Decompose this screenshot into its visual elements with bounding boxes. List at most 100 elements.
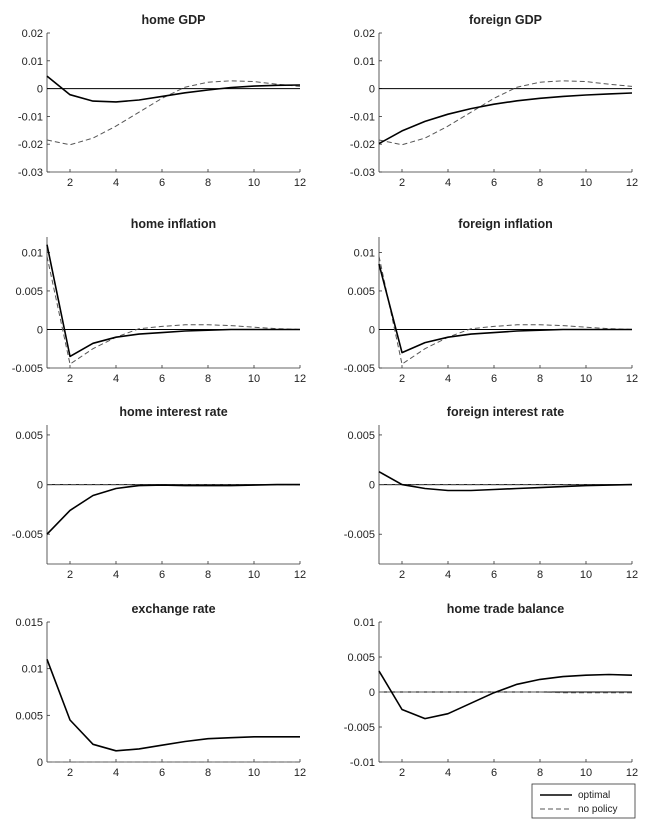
x-tick-label: 8	[205, 373, 211, 385]
y-tick-label: -0.005	[344, 529, 375, 541]
x-tick-label: 2	[67, 569, 73, 581]
subplot-home-interest-rate: home interest rate 2 4 6 8 10 12 -0.005 0 0.005	[12, 405, 306, 581]
x-tick-label: 12	[294, 569, 306, 581]
x-tick-label: 6	[491, 177, 497, 189]
subplot-grid: home GDP 2 4 6 8 10 12 -0.03 -0.02 -0.01 0 0.01 0.02…	[12, 13, 638, 779]
subplot-home-gdp: home GDP 2 4 6 8 10 12 -0.03 -0.02 -0.01 0 0.01 0.02	[18, 13, 306, 189]
y-tick-label: 0.005	[347, 652, 375, 664]
series-line-optimal	[46, 244, 300, 358]
series-line-optimal	[46, 659, 300, 752]
series-line-optimal	[46, 75, 301, 103]
x-tick-label: 6	[159, 569, 165, 581]
y-tick-label: -0.03	[18, 167, 43, 179]
x-tick-label: 6	[159, 177, 165, 189]
x-tick-label: 12	[626, 767, 638, 779]
series-line-no-policy	[378, 80, 633, 146]
y-tick-label: 0	[369, 324, 375, 336]
chart-title-exchange-rate: exchange rate	[131, 602, 215, 616]
y-tick-label: 0.005	[15, 286, 43, 298]
y-tick-label: -0.01	[350, 111, 375, 123]
x-tick-label: 12	[626, 569, 638, 581]
x-tick-label: 10	[580, 767, 592, 779]
y-tick-label: 0.01	[22, 247, 43, 259]
y-tick-label: -0.005	[344, 722, 375, 734]
x-tick-label: 8	[537, 569, 543, 581]
y-tick-label: -0.01	[350, 757, 375, 769]
x-tick-label: 12	[294, 767, 306, 779]
series-line-optimal	[46, 483, 300, 535]
y-tick-label: 0.02	[22, 28, 43, 40]
x-tick-label: 8	[537, 767, 543, 779]
y-tick-label: 0.01	[354, 617, 375, 629]
subplot-foreign-interest-rate: foreign interest rate 2 4 6 8 10 12 -0.005 0 0.00…	[344, 405, 638, 581]
y-tick-label: -0.005	[344, 363, 375, 375]
x-tick-label: 10	[248, 767, 260, 779]
y-tick-label: 0.015	[15, 617, 43, 629]
x-tick-label: 10	[248, 177, 260, 189]
y-tick-label: 0	[369, 84, 375, 96]
x-tick-label: 2	[399, 373, 405, 385]
y-tick-label: -0.01	[18, 111, 43, 123]
x-tick-label: 10	[580, 177, 592, 189]
x-tick-label: 4	[445, 177, 451, 189]
x-tick-label: 4	[113, 767, 119, 779]
series-line-optimal	[378, 471, 633, 492]
legend-label-no-policy: no policy	[578, 804, 617, 815]
x-tick-label: 6	[491, 569, 497, 581]
subplot-exchange-rate: exchange rate 2 4 6 8 10 12 0 0.005 0.01 0.015	[15, 602, 306, 779]
x-tick-label: 12	[626, 373, 638, 385]
x-tick-label: 2	[399, 569, 405, 581]
series-line-optimal	[378, 670, 633, 720]
x-tick-label: 10	[580, 569, 592, 581]
x-tick-label: 8	[205, 569, 211, 581]
y-tick-label: 0	[37, 84, 43, 96]
subplot-foreign-gdp: foreign GDP 2 4 6 8 10 12 -0.03 -0.02 -0.01 0 0.01 0…	[350, 13, 638, 189]
y-tick-label: -0.005	[12, 529, 43, 541]
subplot-foreign-inflation: foreign inflation 2 4 6 8 10 12 -0.005 0 0.005 0.0…	[344, 217, 638, 385]
x-tick-label: 4	[113, 569, 119, 581]
x-tick-label: 2	[67, 767, 73, 779]
y-tick-label: 0.01	[22, 664, 43, 676]
legend-box	[531, 783, 636, 819]
legend-label-optimal: optimal	[578, 790, 610, 801]
series-line-no-policy	[46, 80, 301, 146]
x-tick-label: 6	[491, 767, 497, 779]
x-tick-label: 4	[445, 373, 451, 385]
y-tick-label: 0	[369, 480, 375, 492]
x-tick-label: 6	[159, 767, 165, 779]
series-line-optimal	[378, 92, 633, 145]
y-tick-label: 0.005	[347, 286, 375, 298]
x-tick-label: 4	[445, 569, 451, 581]
x-tick-label: 4	[113, 177, 119, 189]
series-line-no-policy	[46, 256, 301, 365]
y-tick-label: 0	[37, 757, 43, 769]
y-tick-label: 0	[37, 324, 43, 336]
y-tick-label: 0	[37, 480, 43, 492]
y-tick-label: -0.02	[18, 139, 43, 151]
x-tick-label: 8	[537, 177, 543, 189]
chart-title-foreign-gdp: foreign GDP	[469, 13, 542, 27]
x-tick-label: 10	[580, 373, 592, 385]
chart-title-home-inflation: home inflation	[131, 217, 216, 231]
x-tick-label: 2	[399, 177, 405, 189]
y-tick-label: -0.03	[350, 167, 375, 179]
subplot-home-inflation: home inflation 2 4 6 8 10 12 -0.005 0 0.005 0.01	[12, 217, 306, 385]
x-tick-label: 4	[113, 373, 119, 385]
x-tick-label: 12	[626, 177, 638, 189]
x-tick-label: 2	[67, 373, 73, 385]
y-tick-label: 0.01	[354, 56, 375, 68]
x-tick-label: 2	[67, 177, 73, 189]
y-tick-label: -0.02	[350, 139, 375, 151]
legend: optimal no policy	[531, 783, 636, 819]
y-tick-label: 0.01	[354, 247, 375, 259]
y-tick-label: 0.005	[15, 710, 43, 722]
y-tick-label: 0.005	[347, 430, 375, 442]
subplot-home-trade-balance: home trade balance 2 4 6 8 10 12 -0.01 -0.005 0 0.…	[344, 602, 638, 779]
x-tick-label: 10	[248, 373, 260, 385]
series-line-no-policy	[379, 691, 632, 694]
x-tick-label: 8	[205, 767, 211, 779]
x-tick-label: 2	[399, 767, 405, 779]
x-tick-label: 8	[537, 373, 543, 385]
x-tick-label: 10	[248, 569, 260, 581]
